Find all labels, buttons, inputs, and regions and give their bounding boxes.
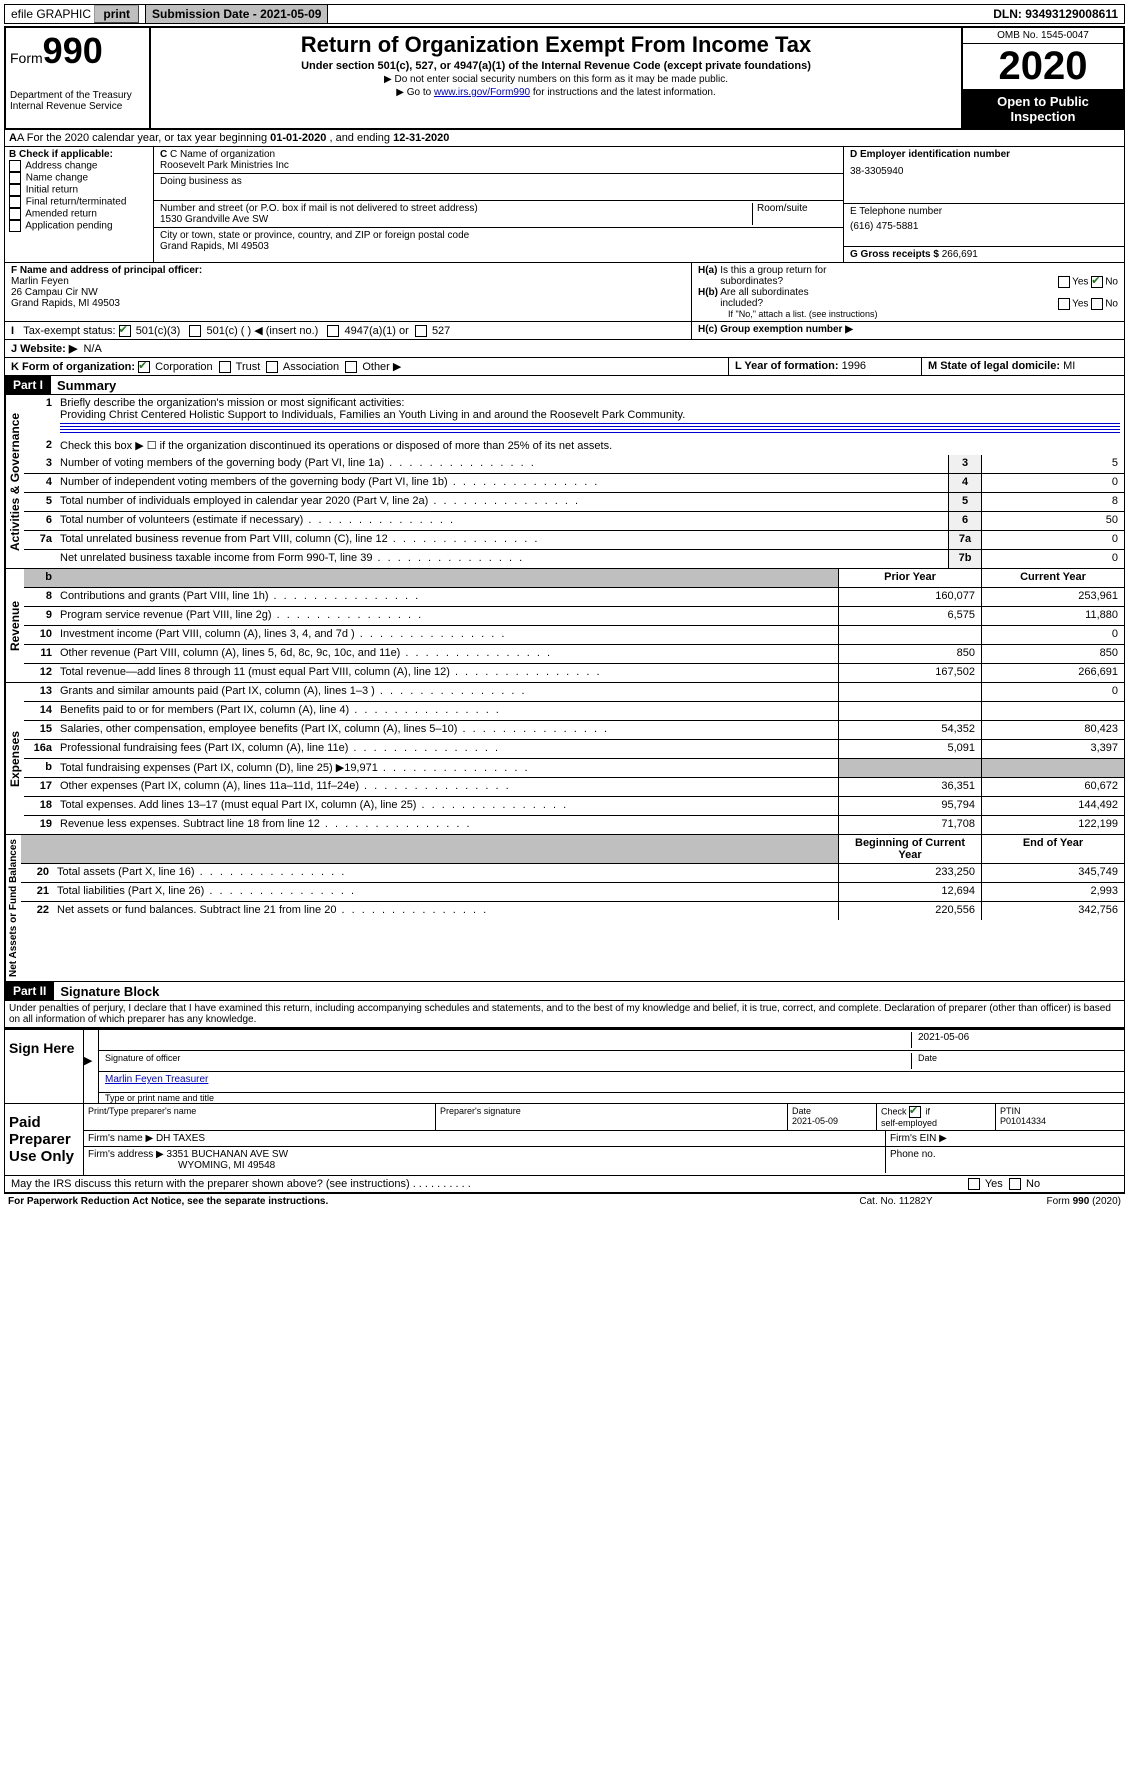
officer-sig-name: Marlin Feyen Treasurer [105,1074,208,1085]
declaration: Under penalties of perjury, I declare th… [4,1001,1125,1028]
gov-line-6: 6Total number of volunteers (estimate if… [24,512,1124,531]
gov-line-7b: Net unrelated business taxable income fr… [24,550,1124,568]
checkbox-final-return-terminated[interactable]: Final return/terminated [9,196,149,208]
dept-treasury: Department of the Treasury Internal Reve… [10,90,145,112]
section-expenses: Expenses 13Grants and similar amounts pa… [4,683,1125,835]
sign-here-section: Sign Here ▶ 2021-05-06 Signature of offi… [4,1028,1125,1104]
discuss-row: May the IRS discuss this return with the… [4,1176,1125,1193]
section-revenue: Revenue b Prior Year Current Year 8Contr… [4,569,1125,683]
checkbox-address-change[interactable]: Address change [9,160,149,172]
section-bcd: B Check if applicable: Address change Na… [4,147,1125,263]
row-a-period: AA For the 2020 calendar year, or tax ye… [4,130,1125,147]
line-22: 22Net assets or fund balances. Subtract … [21,902,1124,920]
line-8: 8Contributions and grants (Part VIII, li… [24,588,1124,607]
part2-header: Part II Signature Block [4,982,1125,1001]
line-17: 17Other expenses (Part IX, column (A), l… [24,778,1124,797]
gross-receipts: 266,691 [942,249,978,260]
line-13: 13Grants and similar amounts paid (Part … [24,683,1124,702]
org-name: Roosevelt Park Ministries Inc [160,160,837,171]
open-public-badge: Open to Public Inspection [963,90,1123,128]
org-city: Grand Rapids, MI 49503 [160,241,837,252]
form-number: Form990 [10,30,145,72]
line-9: 9Program service revenue (Part VIII, lin… [24,607,1124,626]
col-d-info: D Employer identification number 38-3305… [844,147,1124,262]
line-10: 10Investment income (Part VIII, column (… [24,626,1124,645]
note-ssn: ▶ Do not enter social security numbers o… [155,74,957,85]
checkbox-amended-return[interactable]: Amended return [9,208,149,220]
section-netassets: Net Assets or Fund Balances Beginning of… [4,835,1125,982]
officer-name: Marlin Feyen [11,276,69,287]
year-formation: 1996 [842,360,866,372]
form-title: Return of Organization Exempt From Incom… [155,32,957,58]
line-15: 15Salaries, other compensation, employee… [24,721,1124,740]
ptin: P01014334 [1000,1116,1046,1126]
org-address: 1530 Grandville Ave SW [160,214,752,225]
line-21: 21Total liabilities (Part X, line 26)12,… [21,883,1124,902]
submission-date: Submission Date - 2021-05-09 [146,5,328,23]
line-18: 18Total expenses. Add lines 13–17 (must … [24,797,1124,816]
footer: For Paperwork Reduction Act Notice, see … [4,1193,1125,1209]
form-header: Form990 Department of the Treasury Inter… [4,26,1125,130]
print-button[interactable]: print [94,5,139,23]
ein: 38-3305940 [850,166,1118,177]
form-subtitle: Under section 501(c), 527, or 4947(a)(1)… [155,60,957,72]
line-20: 20Total assets (Part X, line 16)233,2503… [21,864,1124,883]
row-i: I Tax-exempt status: 501(c)(3) 501(c) ( … [4,322,1125,340]
irs-link[interactable]: www.irs.gov/Form990 [434,87,530,98]
row-klm: K Form of organization: Corporation Trus… [4,358,1125,376]
gov-line-5: 5Total number of individuals employed in… [24,493,1124,512]
state-domicile: MI [1063,360,1075,372]
line-11: 11Other revenue (Part VIII, column (A), … [24,645,1124,664]
line-14: 14Benefits paid to or for members (Part … [24,702,1124,721]
website: N/A [83,343,101,355]
paid-preparer-section: Paid Preparer Use Only Print/Type prepar… [4,1104,1125,1176]
row-j: J Website: ▶ N/A [4,340,1125,358]
phone: (616) 475-5881 [850,221,1118,232]
dln: DLN: 93493129008611 [987,5,1124,23]
omb-number: OMB No. 1545-0047 [963,28,1123,44]
501c3-checkbox[interactable] [119,325,131,337]
tax-year: 2020 [963,44,1123,90]
col-b-checkboxes: B Check if applicable: Address change Na… [5,147,154,262]
line-b: bTotal fundraising expenses (Part IX, co… [24,759,1124,778]
part1-header: Part I Summary [4,376,1125,395]
gov-line-7a: 7aTotal unrelated business revenue from … [24,531,1124,550]
line-12: 12Total revenue—add lines 8 through 11 (… [24,664,1124,682]
checkbox-name-change[interactable]: Name change [9,172,149,184]
mission-text: Providing Christ Centered Holistic Suppo… [60,409,685,421]
note-link: ▶ Go to www.irs.gov/Form990 for instruct… [155,87,957,98]
section-governance: Activities & Governance 1 Briefly descri… [4,395,1125,569]
gov-line-4: 4Number of independent voting members of… [24,474,1124,493]
top-bar: efile GRAPHIC print Submission Date - 20… [4,4,1125,24]
efile-label: efile GRAPHIC print [5,5,146,23]
line-16a: 16aProfessional fundraising fees (Part I… [24,740,1124,759]
gov-line-3: 3Number of voting members of the governi… [24,455,1124,474]
checkbox-initial-return[interactable]: Initial return [9,184,149,196]
checkbox-application-pending[interactable]: Application pending [9,220,149,232]
firm-name: DH TAXES [156,1133,205,1144]
col-c-org: C C Name of organization Roosevelt Park … [154,147,844,262]
line-19: 19Revenue less expenses. Subtract line 1… [24,816,1124,834]
row-fh: F Name and address of principal officer:… [4,263,1125,322]
